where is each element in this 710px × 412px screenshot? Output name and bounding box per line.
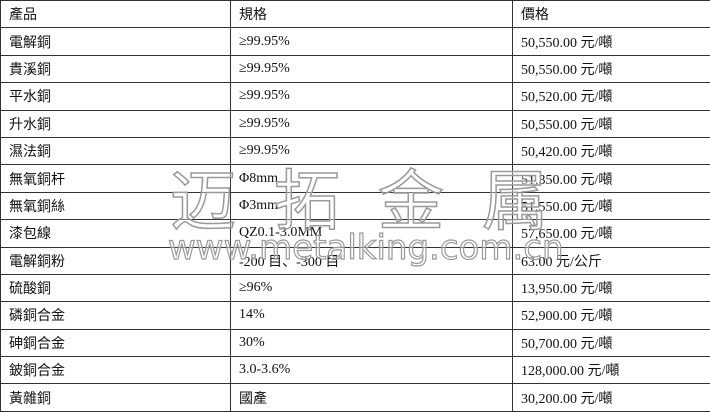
cell-product: 硫酸銅 (0, 273, 231, 303)
cell-product: 貴溪銅 (0, 54, 231, 84)
cell-spec: ≥99.95% (230, 54, 513, 84)
cell-product: 磷銅合金 (0, 301, 231, 330)
cell-price: 63.00 元/公斤 (512, 246, 710, 275)
cell-price: 50,520.00 元/噸 (512, 82, 710, 111)
cell-spec: ≥96% (230, 273, 513, 303)
cell-product: 電解銅 (0, 27, 231, 56)
table-row: 電解銅粉 -200 目、-300 目 63.00 元/公斤 (0, 246, 710, 275)
header-price: 價格 (512, 0, 710, 29)
table-row: 電解銅 ≥99.95% 50,550.00 元/噸 (0, 27, 710, 56)
cell-product: 無氧銅絲 (0, 191, 231, 221)
cell-product: 砷銅合金 (0, 328, 231, 358)
table-row: 平水銅 ≥99.95% 50,520.00 元/噸 (0, 82, 710, 111)
cell-spec: Φ8mm (230, 164, 513, 193)
cell-product: 黃雜銅 (0, 383, 231, 412)
cell-price: 30,200.00 元/噸 (512, 383, 710, 412)
cell-spec: 14% (230, 301, 513, 330)
cell-product: 電解銅粉 (0, 246, 231, 275)
cell-product: 平水銅 (0, 82, 231, 111)
table-row: 漆包線 QZ0.1-3.0MM 57,650.00 元/噸 (0, 219, 710, 248)
header-spec: 規格 (230, 0, 513, 29)
table-row: 硫酸銅 ≥96% 13,950.00 元/噸 (0, 273, 710, 303)
cell-product: 漆包線 (0, 219, 231, 248)
cell-spec: ≥99.95% (230, 27, 513, 56)
cell-price: 50,550.00 元/噸 (512, 54, 710, 84)
cell-price: 13,950.00 元/噸 (512, 273, 710, 303)
cell-spec: 30% (230, 328, 513, 358)
cell-spec: ≥99.95% (230, 109, 513, 138)
cell-price: 52,900.00 元/噸 (512, 301, 710, 330)
cell-price: 50,550.00 元/噸 (512, 109, 710, 138)
header-product: 產品 (0, 0, 231, 29)
table-row: 鈹銅合金 3.0-3.6% 128,000.00 元/噸 (0, 356, 710, 385)
cell-spec: -200 目、-300 目 (230, 246, 513, 275)
table-row: 濕法銅 ≥99.95% 50,420.00 元/噸 (0, 136, 710, 166)
cell-price: 51,350.00 元/噸 (512, 164, 710, 193)
table-row: 黃雜銅 國產 30,200.00 元/噸 (0, 383, 710, 412)
cell-product: 升水銅 (0, 109, 231, 138)
table-row: 無氧銅絲 Φ3mm 51,550.00 元/噸 (0, 191, 710, 221)
cell-spec: 國產 (230, 383, 513, 412)
cell-spec: ≥99.95% (230, 136, 513, 166)
cell-price: 50,550.00 元/噸 (512, 27, 710, 56)
cell-price: 57,650.00 元/噸 (512, 219, 710, 248)
cell-spec: ≥99.95% (230, 82, 513, 111)
cell-price: 51,550.00 元/噸 (512, 191, 710, 221)
cell-price: 128,000.00 元/噸 (512, 356, 710, 385)
cell-product: 鈹銅合金 (0, 356, 231, 385)
cell-spec: Φ3mm (230, 191, 513, 221)
cell-product: 無氧銅杆 (0, 164, 231, 193)
table-row: 升水銅 ≥99.95% 50,550.00 元/噸 (0, 109, 710, 138)
table-row: 砷銅合金 30% 50,700.00 元/噸 (0, 328, 710, 358)
cell-price: 50,700.00 元/噸 (512, 328, 710, 358)
table-row: 貴溪銅 ≥99.95% 50,550.00 元/噸 (0, 54, 710, 84)
cell-price: 50,420.00 元/噸 (512, 136, 710, 166)
header-row: 產品 規格 價格 (0, 0, 710, 29)
cell-spec: QZ0.1-3.0MM (230, 219, 513, 248)
cell-product: 濕法銅 (0, 136, 231, 166)
table-row: 無氧銅杆 Φ8mm 51,350.00 元/噸 (0, 164, 710, 193)
cell-spec: 3.0-3.6% (230, 356, 513, 385)
table-row: 磷銅合金 14% 52,900.00 元/噸 (0, 301, 710, 330)
